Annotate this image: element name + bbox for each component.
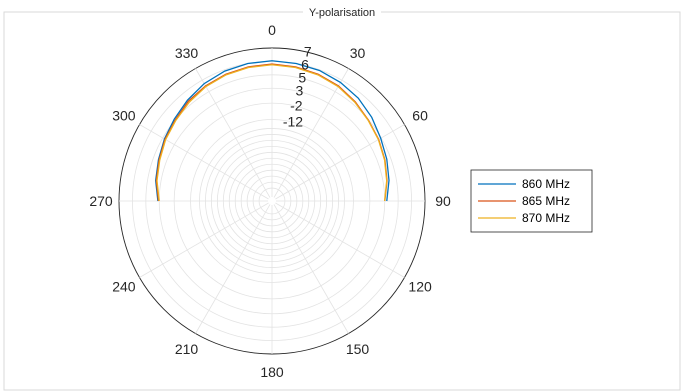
angle-tick-label: 120 bbox=[408, 279, 432, 295]
angle-tick-label: 30 bbox=[350, 45, 366, 61]
angle-tick-label: 270 bbox=[89, 193, 113, 209]
polar-grid-spoke bbox=[139, 202, 269, 278]
series-line bbox=[155, 60, 390, 202]
legend: 860 MHz 865 MHz 870 MHz bbox=[470, 169, 593, 233]
angle-tick-label: 150 bbox=[346, 341, 370, 357]
angle-tick-label: 90 bbox=[435, 193, 451, 209]
angle-tick-label: 180 bbox=[260, 364, 284, 380]
series-line bbox=[156, 64, 388, 202]
legend-entry-label: 860 MHz bbox=[522, 177, 570, 191]
radial-tick-label: 5 bbox=[298, 70, 306, 86]
title-background bbox=[303, 4, 381, 20]
polar-grid-spoke bbox=[275, 124, 405, 200]
radial-tick-label: -12 bbox=[283, 113, 303, 129]
legend-entry-label: 865 MHz bbox=[522, 194, 570, 208]
angle-tick-label: 60 bbox=[412, 108, 428, 124]
legend-box bbox=[470, 169, 593, 233]
angle-tick-label: 210 bbox=[175, 341, 199, 357]
angle-tick-label: 240 bbox=[112, 279, 136, 295]
legend-entry-label: 870 MHz bbox=[522, 211, 570, 225]
angle-tick-label: 330 bbox=[175, 45, 199, 61]
radial-tick-label: 7 bbox=[304, 43, 312, 59]
radial-tick-label: -2 bbox=[290, 97, 303, 113]
polar-grid-spoke bbox=[275, 202, 405, 278]
angle-tick-label: 0 bbox=[268, 22, 276, 38]
radial-tick-label: 3 bbox=[296, 83, 304, 99]
polar-grid-spoke bbox=[139, 124, 269, 200]
polar-grid-spoke bbox=[273, 204, 349, 334]
radial-tick-label: 6 bbox=[301, 56, 309, 72]
series-layer bbox=[155, 60, 390, 202]
polar-grid-spoke bbox=[195, 204, 271, 334]
polar-grid bbox=[118, 47, 426, 355]
chart-title: Y-polarisation bbox=[309, 7, 375, 19]
polar-grid-spoke bbox=[273, 68, 349, 198]
angle-tick-label: 300 bbox=[112, 108, 136, 124]
polar-grid-spoke bbox=[195, 68, 271, 198]
